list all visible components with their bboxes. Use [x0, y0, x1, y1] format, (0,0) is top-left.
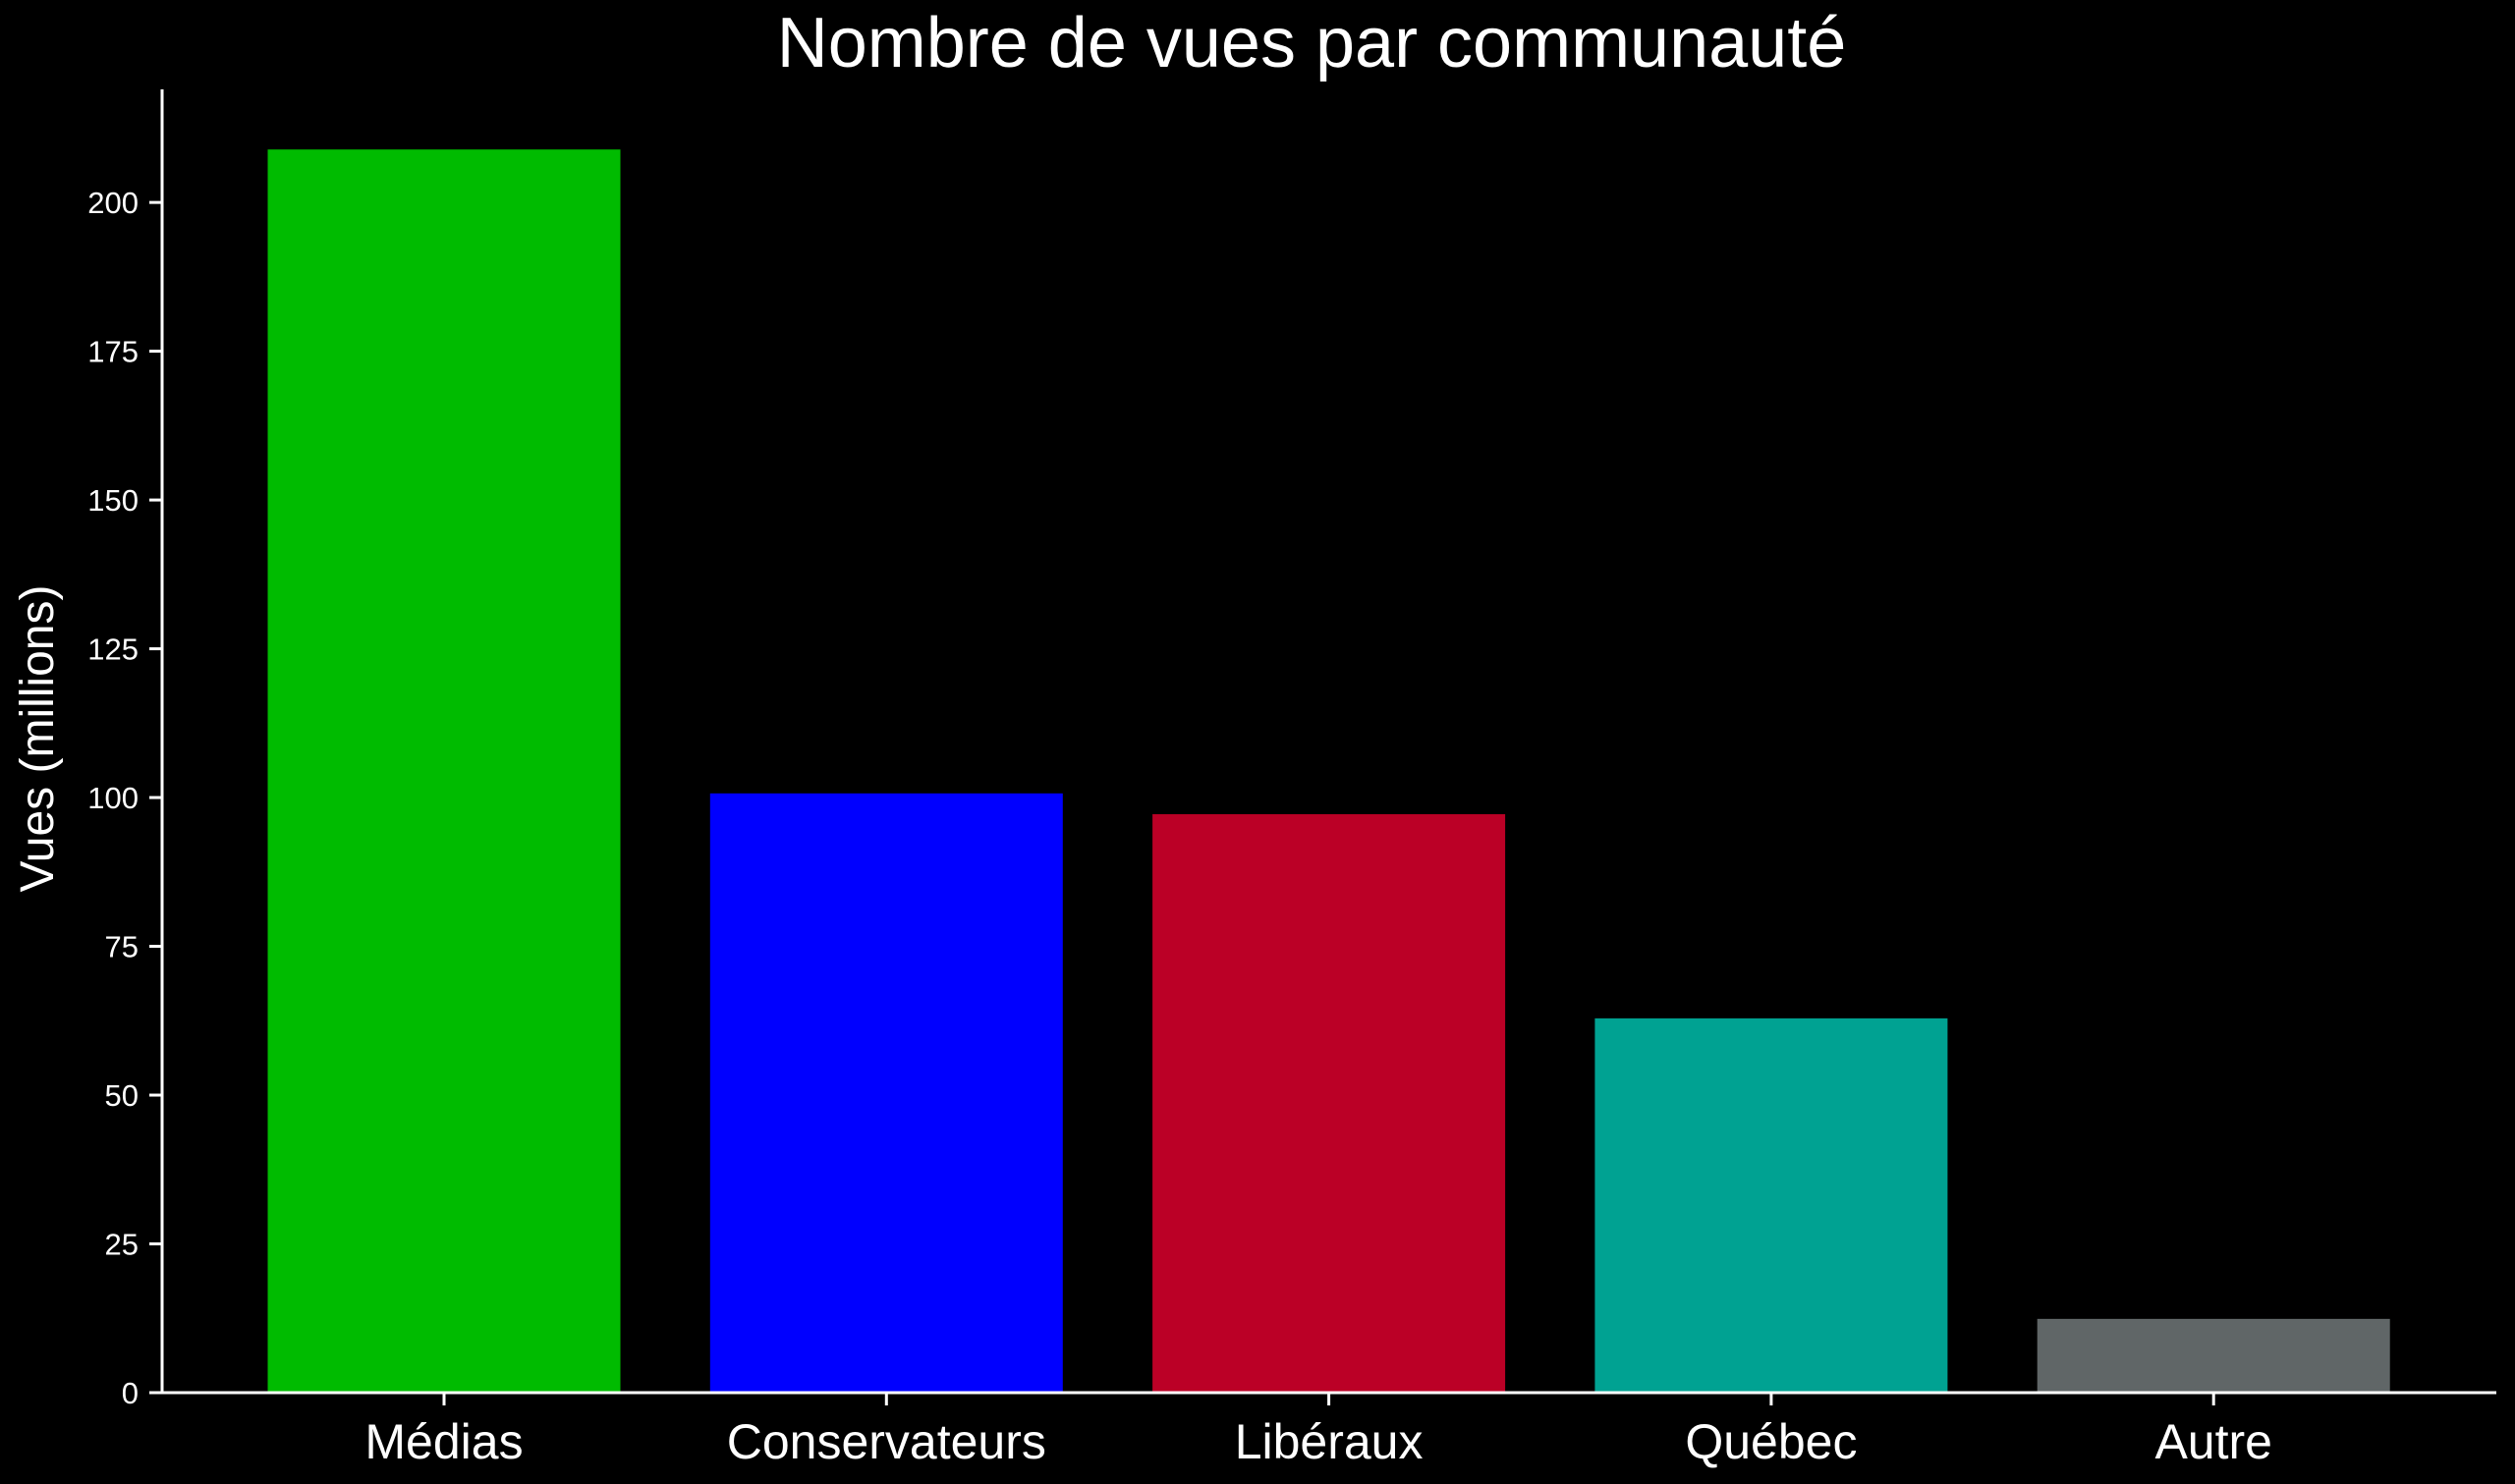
- x-tick-label: Autre: [2154, 1414, 2272, 1469]
- y-tick-label: 175: [87, 335, 139, 369]
- bar-médias: [267, 149, 621, 1393]
- y-tick-label: 75: [105, 930, 139, 964]
- y-tick-label: 50: [105, 1078, 139, 1113]
- y-tick-label: 125: [87, 632, 139, 667]
- y-tick-label: 150: [87, 483, 139, 518]
- y-tick-label: 0: [122, 1376, 139, 1410]
- bar-québec: [1594, 1017, 1948, 1393]
- y-axis-label: Vues (millions): [12, 585, 64, 893]
- x-tick-label: Libéraux: [1235, 1414, 1424, 1469]
- y-tick-label: 100: [87, 781, 139, 815]
- x-tick-label: Médias: [364, 1414, 523, 1469]
- y-tick-label: 25: [105, 1228, 139, 1262]
- chart-title: Nombre de vues par communauté: [777, 4, 1847, 82]
- x-tick-label: Québec: [1685, 1414, 1857, 1469]
- bar-libéraux: [1152, 814, 1506, 1393]
- bar-autre: [2037, 1318, 2390, 1393]
- y-tick-label: 200: [87, 186, 139, 220]
- x-tick-label: Conservateurs: [727, 1414, 1046, 1469]
- bar-conservateurs: [709, 793, 1063, 1393]
